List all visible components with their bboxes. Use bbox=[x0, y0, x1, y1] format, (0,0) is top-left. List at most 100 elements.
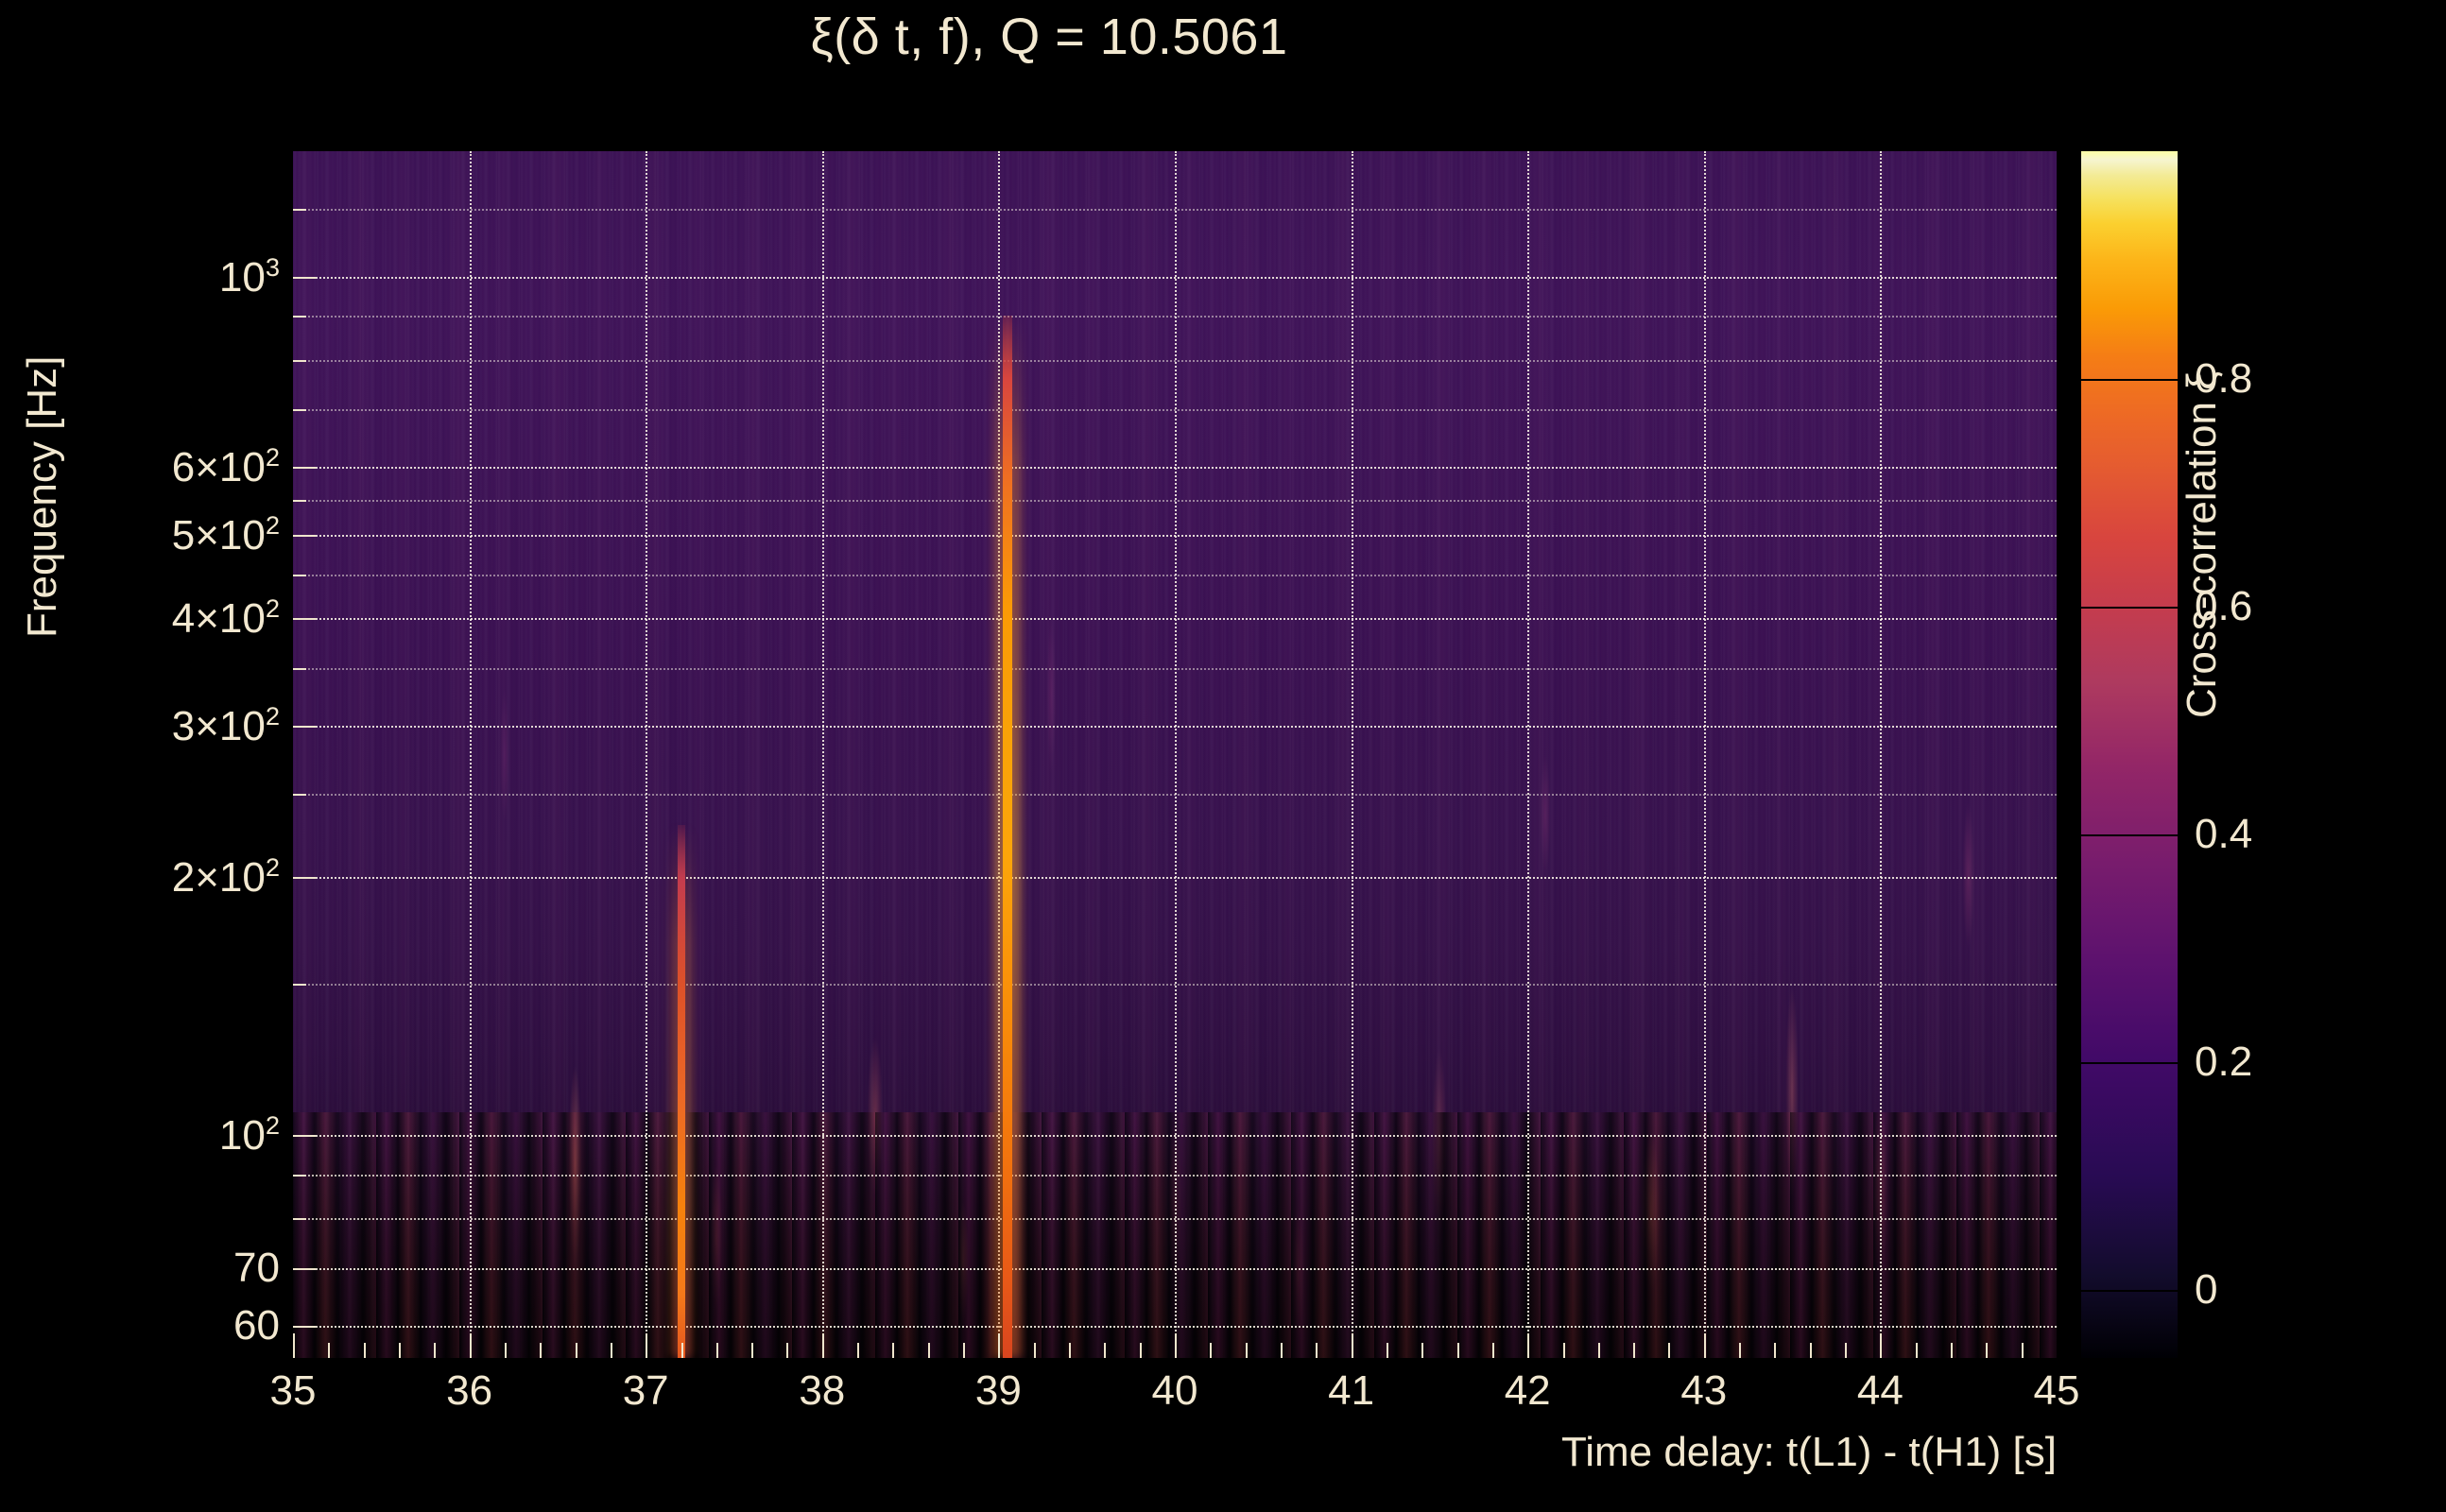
x-tick-minor bbox=[1845, 1343, 1848, 1358]
gridline-vertical bbox=[646, 151, 648, 1358]
x-tick-major bbox=[1880, 1333, 1883, 1358]
x-tick-minor bbox=[1668, 1343, 1671, 1358]
y-tick-major bbox=[293, 535, 316, 538]
gridline-horizontal-minor bbox=[293, 793, 2057, 796]
y-tick-minor bbox=[293, 793, 306, 796]
colorbar-tick-label: 0.6 bbox=[2195, 582, 2253, 629]
x-tick-minor bbox=[1386, 1343, 1388, 1358]
y-tick-label: 4×102 bbox=[171, 593, 280, 643]
y-tick-minor bbox=[293, 574, 306, 576]
colorbar-tick-label: 0.2 bbox=[2195, 1038, 2253, 1085]
x-tick-label: 41 bbox=[1328, 1367, 1375, 1414]
x-tick-label: 38 bbox=[799, 1367, 846, 1414]
x-tick-label: 39 bbox=[974, 1367, 1022, 1414]
x-tick-label: 37 bbox=[622, 1367, 669, 1414]
x-tick-label: 42 bbox=[1504, 1367, 1551, 1414]
colorbar-tick bbox=[2081, 1061, 2178, 1064]
page-title: ξ(δ t, f), Q = 10.5061 bbox=[810, 9, 1288, 65]
colorbar-tick bbox=[2081, 378, 2178, 381]
y-tick-major bbox=[293, 276, 316, 279]
y-tick-minor bbox=[293, 1174, 306, 1177]
y-tick-label: 102 bbox=[218, 1110, 280, 1159]
x-tick-major bbox=[1527, 1333, 1530, 1358]
x-tick-label: 40 bbox=[1151, 1367, 1198, 1414]
gridline-horizontal-minor bbox=[293, 316, 2057, 318]
y-tick-label: 3×102 bbox=[171, 700, 280, 749]
gridline-horizontal bbox=[293, 1325, 2057, 1328]
gridline-horizontal bbox=[293, 876, 2057, 879]
y-tick-label: 2×102 bbox=[171, 851, 280, 901]
y-tick-label: 6×102 bbox=[171, 442, 280, 491]
x-tick-minor bbox=[1951, 1343, 1954, 1358]
x-tick-minor bbox=[1069, 1343, 1072, 1358]
x-tick-minor bbox=[1633, 1343, 1636, 1358]
gridline-horizontal bbox=[293, 276, 2057, 279]
gridline-horizontal bbox=[293, 725, 2057, 728]
x-tick-minor bbox=[1245, 1343, 1248, 1358]
gridline-horizontal bbox=[293, 467, 2057, 470]
x-tick-minor bbox=[434, 1343, 437, 1358]
x-tick-minor bbox=[398, 1343, 401, 1358]
y-tick-minor bbox=[293, 667, 306, 670]
heatmap-plot-area bbox=[293, 151, 2057, 1358]
y-tick-major bbox=[293, 618, 316, 621]
y-tick-minor bbox=[293, 1218, 306, 1221]
gridline-horizontal-minor bbox=[293, 208, 2057, 211]
y-tick-minor bbox=[293, 359, 306, 362]
x-tick-label: 45 bbox=[2033, 1367, 2080, 1414]
x-tick-minor bbox=[504, 1343, 507, 1358]
y-tick-label: 60 bbox=[233, 1301, 280, 1349]
x-tick-label: 44 bbox=[1856, 1367, 1903, 1414]
y-tick-major bbox=[293, 1325, 316, 1328]
gridline-vertical bbox=[1527, 151, 1530, 1358]
colorbar-tick-label: 0.8 bbox=[2195, 354, 2253, 402]
x-tick-minor bbox=[1033, 1343, 1036, 1358]
y-tick-minor bbox=[293, 499, 306, 502]
x-tick-minor bbox=[1597, 1343, 1600, 1358]
gridline-horizontal-minor bbox=[293, 1218, 2057, 1221]
x-tick-major bbox=[1351, 1333, 1353, 1358]
x-tick-major bbox=[469, 1333, 472, 1358]
x-tick-major bbox=[821, 1333, 824, 1358]
x-tick-minor bbox=[680, 1343, 683, 1358]
y-tick-minor bbox=[293, 409, 306, 412]
x-tick-minor bbox=[857, 1343, 860, 1358]
gridline-horizontal bbox=[293, 1135, 2057, 1138]
x-tick-minor bbox=[751, 1343, 754, 1358]
x-tick-minor bbox=[1139, 1343, 1142, 1358]
x-tick-minor bbox=[892, 1343, 895, 1358]
y-tick-minor bbox=[293, 984, 306, 987]
x-tick-minor bbox=[786, 1343, 789, 1358]
x-tick-major bbox=[1175, 1333, 1177, 1358]
gridline-vertical bbox=[1703, 151, 1706, 1358]
x-tick-minor bbox=[1210, 1343, 1213, 1358]
x-tick-minor bbox=[1986, 1343, 1989, 1358]
y-tick-minor bbox=[293, 316, 306, 318]
colorbar-title: Cross-correlation ξ bbox=[2179, 371, 2225, 718]
x-tick-minor bbox=[1774, 1343, 1777, 1358]
y-tick-minor bbox=[293, 208, 306, 211]
gridline-vertical bbox=[1175, 151, 1177, 1358]
x-tick-label: 43 bbox=[1680, 1367, 1728, 1414]
y-tick-major bbox=[293, 725, 316, 728]
x-tick-minor bbox=[363, 1343, 366, 1358]
gridline-vertical bbox=[1351, 151, 1353, 1358]
gridline-horizontal bbox=[293, 618, 2057, 621]
x-tick-major bbox=[293, 1333, 295, 1358]
x-tick-major bbox=[646, 1333, 648, 1358]
gridline-vertical bbox=[469, 151, 472, 1358]
x-tick-label: 36 bbox=[446, 1367, 493, 1414]
gridline-horizontal-minor bbox=[293, 409, 2057, 412]
gridline-horizontal-minor bbox=[293, 667, 2057, 670]
gridline-horizontal bbox=[293, 1267, 2057, 1270]
colorbar-tick-label: 0 bbox=[2195, 1265, 2218, 1313]
colorbar-tick bbox=[2081, 833, 2178, 836]
y-tick-label: 5×102 bbox=[171, 510, 280, 559]
gridline-horizontal-minor bbox=[293, 984, 2057, 987]
x-tick-minor bbox=[1316, 1343, 1318, 1358]
x-tick-minor bbox=[715, 1343, 718, 1358]
x-tick-minor bbox=[1491, 1343, 1494, 1358]
gridline-horizontal bbox=[293, 535, 2057, 538]
x-tick-major bbox=[998, 1333, 1001, 1358]
